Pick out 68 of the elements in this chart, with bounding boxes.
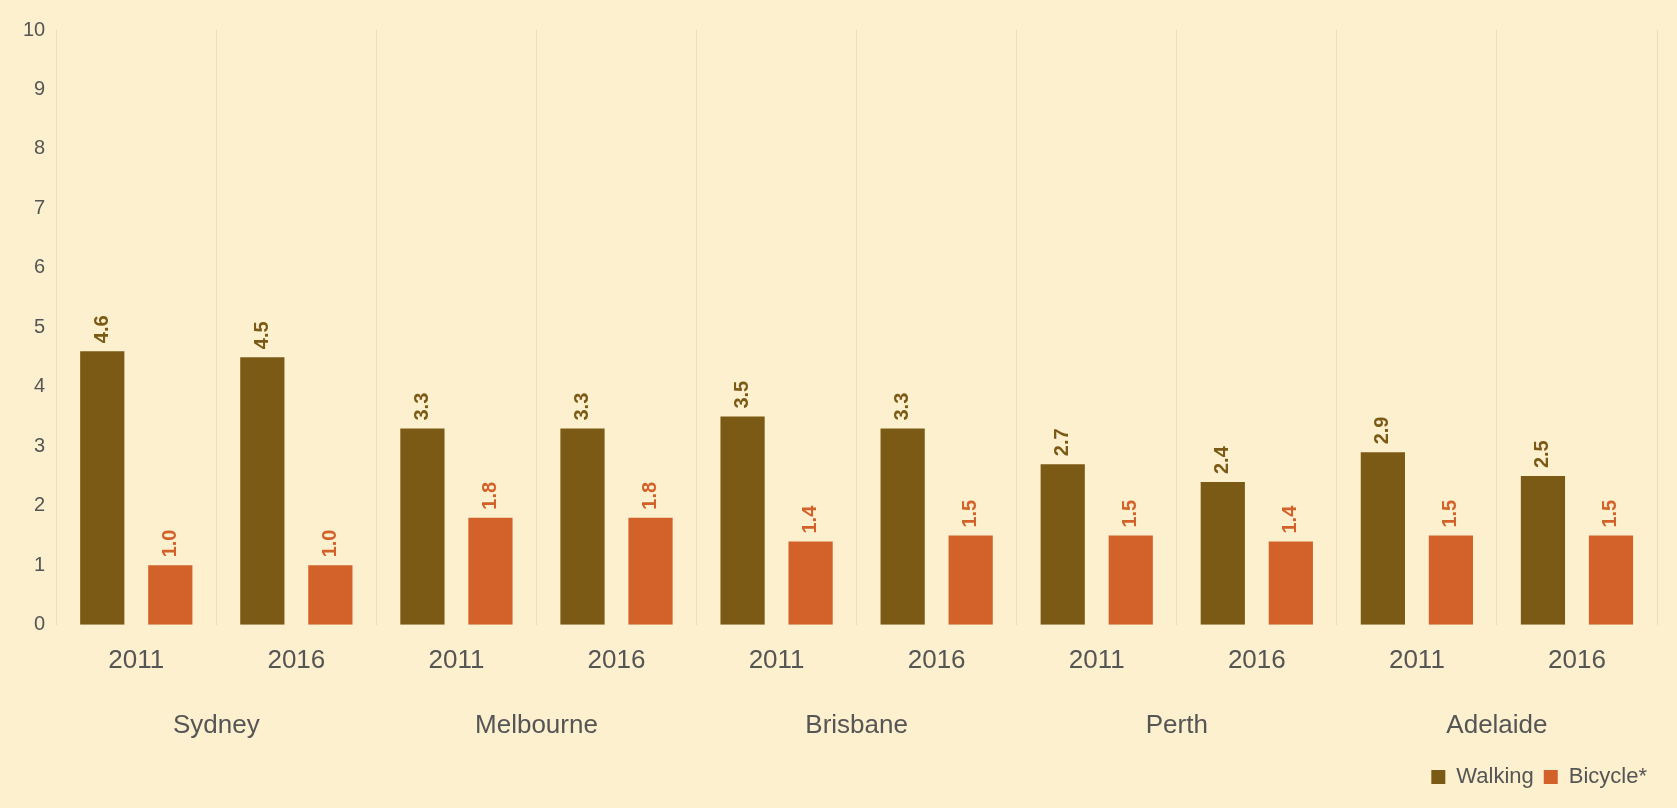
x-tick-label: 2011: [1068, 643, 1125, 674]
bar: [1360, 452, 1405, 625]
data-label: 1.5: [1598, 499, 1621, 528]
bar: [468, 517, 513, 625]
data-label: 2.5: [1530, 440, 1553, 469]
bar: [560, 428, 605, 625]
bar: [1520, 476, 1566, 625]
y-tick-label: 0: [34, 612, 46, 635]
data-label: 3.5: [730, 380, 753, 409]
bar: [880, 428, 925, 625]
bar: [400, 428, 445, 625]
x-tick-label: 2016: [587, 643, 646, 674]
y-tick-label: 7: [34, 195, 46, 218]
data-label: 4.5: [249, 321, 272, 350]
x-tick-label: 2016: [907, 643, 966, 674]
data-label: 1.5: [958, 499, 981, 528]
x-tick-label: 2016: [267, 643, 326, 674]
text: Brisbane: [805, 709, 908, 740]
bar: [308, 565, 353, 625]
text: Adelaide: [1446, 709, 1548, 740]
bar: [628, 517, 673, 625]
bar: [1108, 535, 1153, 625]
y-tick-label: 10: [23, 17, 46, 40]
x-tick-label: 2011: [108, 643, 165, 674]
data-label: 2.7: [1050, 428, 1073, 457]
bar: [948, 535, 993, 625]
bar: [788, 541, 833, 625]
x-tick-label: 2011: [748, 643, 805, 674]
bar: [240, 357, 285, 625]
y-tick-label: 8: [34, 136, 46, 159]
x-tick-label: 2016: [1227, 643, 1286, 674]
y-tick-label: 3: [34, 433, 46, 456]
data-label: 1.8: [477, 481, 500, 510]
legend-label: Bicycle*: [1568, 763, 1648, 789]
bar: [1268, 541, 1313, 625]
data-label: 1.0: [317, 529, 340, 558]
data-label: 1.5: [1438, 499, 1461, 528]
bar: [148, 565, 193, 625]
data-label: 3.3: [570, 392, 593, 421]
x-tick-label: 2011: [428, 643, 485, 674]
data-label: 2.4: [1210, 445, 1233, 475]
data-label: 1.8: [638, 481, 661, 510]
data-label: 1.4: [798, 504, 821, 534]
text: Perth: [1145, 709, 1208, 740]
x-tick-label: 2011: [1388, 643, 1445, 674]
y-tick-label: 9: [34, 77, 46, 99]
data-label: 3.3: [409, 392, 432, 421]
bar: [1200, 482, 1245, 625]
bar: [1588, 535, 1634, 625]
text: Melbourne: [475, 709, 598, 740]
data-label: 3.3: [890, 392, 913, 421]
data-label: 1.4: [1278, 504, 1301, 534]
bar: [80, 351, 125, 625]
y-tick-label: 1: [34, 552, 46, 575]
data-label: 1.0: [157, 529, 180, 558]
bar: [1040, 464, 1085, 625]
y-tick-label: 5: [34, 314, 46, 337]
bar: [720, 416, 765, 625]
y-tick-label: 4: [34, 374, 46, 397]
bar: [1428, 535, 1474, 625]
data-label: 4.6: [89, 315, 112, 344]
data-label: 1.5: [1118, 499, 1141, 528]
text: Sydney: [172, 709, 260, 740]
x-tick-label: 2016: [1548, 643, 1606, 674]
data-label: 2.9: [1370, 416, 1393, 445]
y-tick-label: 6: [34, 255, 46, 278]
y-tick-label: 2: [34, 493, 46, 516]
legend-label: Walking: [1456, 763, 1534, 789]
